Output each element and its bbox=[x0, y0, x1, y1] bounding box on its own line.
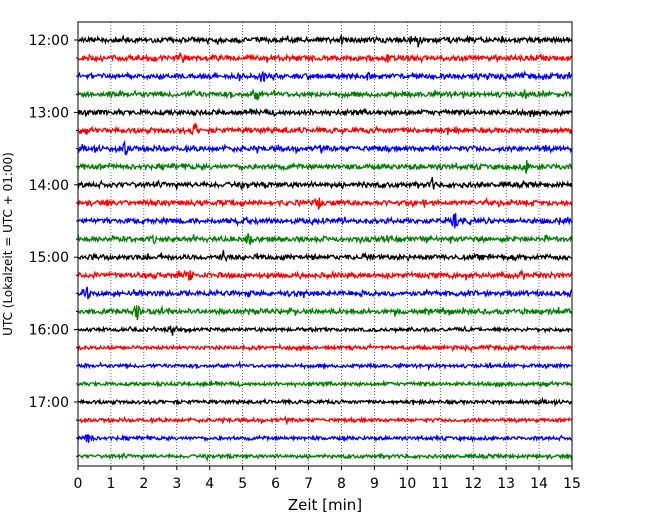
trace-row bbox=[77, 160, 573, 174]
x-tick-label: 10 bbox=[398, 476, 416, 492]
trace-row bbox=[77, 107, 573, 118]
trace-row bbox=[77, 325, 573, 336]
trace-row bbox=[77, 415, 573, 426]
trace-row bbox=[77, 379, 573, 389]
x-tick-label: 1 bbox=[106, 476, 115, 492]
x-tick-label: 6 bbox=[271, 476, 280, 492]
trace-row bbox=[77, 213, 573, 229]
trace-row bbox=[77, 139, 573, 157]
plot-frame bbox=[77, 21, 573, 467]
x-tick-label: 15 bbox=[563, 476, 581, 492]
y-tick-label: 17:00 bbox=[29, 395, 69, 411]
trace-row bbox=[77, 396, 573, 408]
x-tick-label: 7 bbox=[304, 476, 313, 492]
y-tick-label: 16:00 bbox=[29, 323, 69, 339]
x-tick-label: 11 bbox=[431, 476, 449, 492]
trace-row bbox=[77, 342, 573, 354]
trace-row bbox=[77, 268, 573, 282]
x-axis: 0 1 2 3 4 5 6 7 8 9 10 11 12 13 14 15 bbox=[74, 466, 581, 492]
x-tick-label: 3 bbox=[172, 476, 181, 492]
x-axis-label: Zeit [min] bbox=[288, 496, 362, 514]
trace-row bbox=[77, 360, 573, 372]
x-tick-label: 14 bbox=[530, 476, 548, 492]
trace-row bbox=[77, 87, 573, 101]
traces bbox=[77, 33, 573, 463]
x-tick-label: 0 bbox=[74, 476, 83, 492]
x-tick-label: 5 bbox=[238, 476, 247, 492]
x-tick-label: 13 bbox=[497, 476, 515, 492]
trace-row bbox=[77, 249, 573, 263]
trace-row bbox=[77, 452, 573, 463]
trace-row bbox=[77, 122, 573, 136]
grid bbox=[110, 22, 540, 466]
trace-row bbox=[77, 70, 573, 82]
trace-row bbox=[77, 196, 573, 210]
y-axis-label: UTC (Lokalzeit = UTC + 01:00) bbox=[1, 152, 15, 336]
y-tick-label: 12:00 bbox=[29, 33, 69, 49]
trace-row bbox=[77, 433, 573, 443]
trace-row bbox=[77, 304, 573, 321]
y-axis: 12:00 13:00 14:00 15:00 16:00 17:00 bbox=[29, 33, 78, 457]
y-tick-label: 15:00 bbox=[29, 250, 69, 266]
x-tick-label: 9 bbox=[370, 476, 379, 492]
y-tick-label: 14:00 bbox=[29, 178, 69, 194]
x-tick-label: 4 bbox=[205, 476, 214, 492]
y-tick-label: 13:00 bbox=[29, 105, 69, 121]
trace-row bbox=[77, 33, 573, 48]
x-tick-label: 8 bbox=[337, 476, 346, 492]
trace-row bbox=[77, 176, 573, 190]
trace-row bbox=[77, 52, 573, 64]
trace-row bbox=[77, 233, 572, 246]
x-tick-label: 2 bbox=[139, 476, 148, 492]
trace-row bbox=[77, 286, 573, 300]
x-tick-label: 12 bbox=[464, 476, 482, 492]
